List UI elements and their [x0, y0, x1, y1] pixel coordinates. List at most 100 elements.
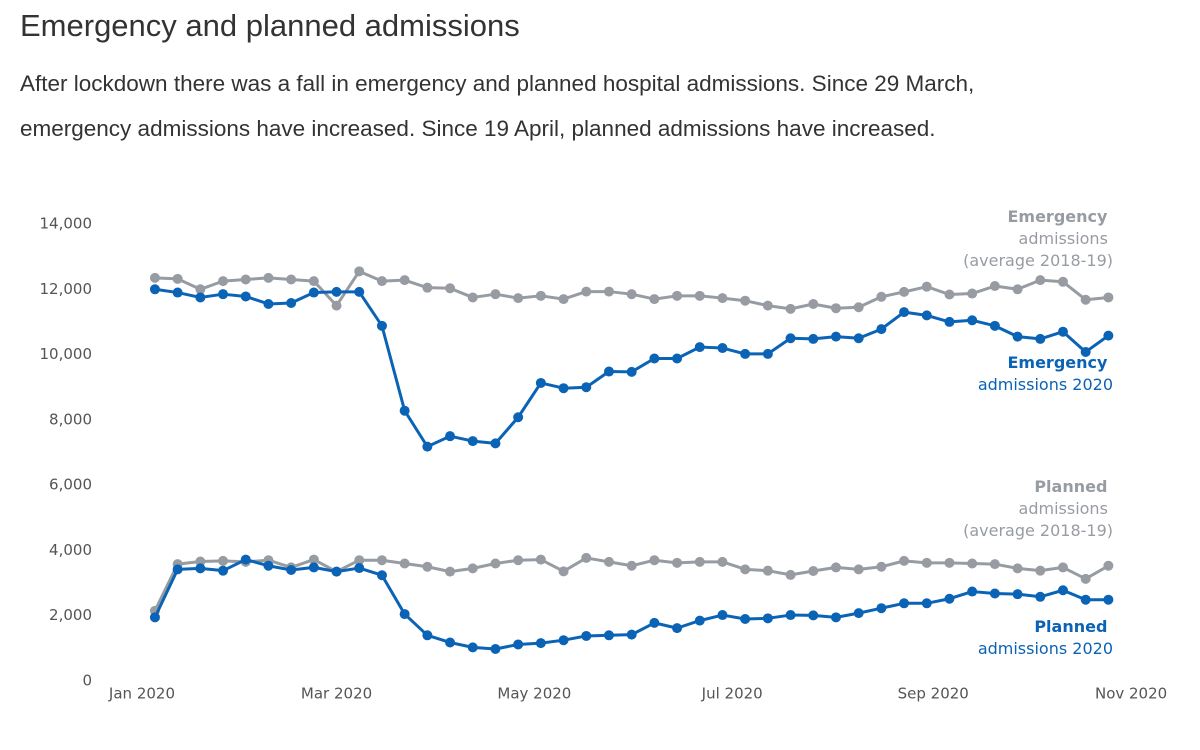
point — [853, 564, 864, 575]
point — [899, 307, 910, 318]
point — [1057, 326, 1068, 337]
point — [240, 291, 251, 302]
point — [195, 556, 206, 567]
point — [876, 291, 887, 302]
point — [535, 377, 546, 388]
point — [218, 555, 229, 566]
point — [558, 635, 569, 646]
point — [376, 320, 387, 331]
point — [1035, 275, 1046, 286]
series-label: Emergency admissions 2020 — [978, 353, 1113, 394]
x-tick-label: Mar 2020 — [301, 685, 372, 703]
point — [581, 630, 592, 641]
point — [830, 303, 841, 314]
point — [785, 333, 796, 344]
point — [218, 289, 229, 300]
point — [467, 563, 478, 574]
point — [399, 609, 410, 620]
point — [762, 565, 773, 576]
point — [830, 331, 841, 342]
point — [490, 438, 501, 449]
point — [1012, 284, 1023, 295]
point — [240, 274, 251, 285]
point — [808, 298, 819, 309]
point — [535, 638, 546, 649]
point — [717, 610, 728, 621]
point — [830, 612, 841, 623]
point — [445, 637, 456, 648]
point — [399, 558, 410, 569]
point — [785, 569, 796, 580]
point — [717, 293, 728, 304]
point — [354, 286, 365, 297]
point — [354, 563, 365, 574]
point — [672, 557, 683, 568]
point — [921, 598, 932, 609]
point — [672, 353, 683, 364]
y-tick-label: 12,000 — [40, 280, 93, 298]
point — [649, 555, 660, 566]
point — [921, 310, 932, 321]
point — [876, 603, 887, 614]
point — [899, 598, 910, 609]
point — [308, 287, 319, 298]
point — [445, 431, 456, 442]
point — [603, 556, 614, 567]
point — [331, 566, 342, 577]
point — [944, 289, 955, 300]
point — [808, 610, 819, 621]
subtitle: emergency admissions have increased. Sin… — [20, 116, 936, 141]
point — [808, 333, 819, 344]
point — [286, 565, 297, 576]
point — [195, 292, 206, 303]
point — [944, 557, 955, 568]
point — [694, 556, 705, 567]
point — [694, 342, 705, 353]
point — [172, 273, 183, 284]
point — [376, 555, 387, 566]
point — [672, 623, 683, 634]
point — [331, 286, 342, 297]
point — [490, 644, 501, 655]
point — [535, 554, 546, 565]
point — [558, 383, 569, 394]
point — [785, 610, 796, 621]
point — [876, 561, 887, 572]
point — [490, 289, 501, 300]
point — [422, 441, 433, 452]
point — [876, 324, 887, 335]
point — [581, 382, 592, 393]
point — [1057, 276, 1068, 287]
point — [467, 642, 478, 653]
y-tick-label: 4,000 — [49, 541, 92, 559]
point — [422, 630, 433, 641]
x-tick-label: Nov 2020 — [1095, 685, 1167, 703]
x-tick-label: Jan 2020 — [108, 685, 175, 703]
point — [581, 286, 592, 297]
x-tick-label: Jul 2020 — [701, 685, 763, 703]
point — [649, 294, 660, 305]
point — [921, 557, 932, 568]
point — [149, 612, 160, 623]
point — [1080, 573, 1091, 584]
point — [218, 276, 229, 287]
point — [354, 555, 365, 566]
point — [149, 284, 160, 295]
point — [195, 563, 206, 574]
point — [762, 348, 773, 359]
point — [399, 275, 410, 286]
point — [376, 276, 387, 287]
point — [1103, 560, 1114, 571]
point — [785, 303, 796, 314]
point — [535, 290, 546, 301]
point — [172, 287, 183, 298]
point — [467, 436, 478, 447]
point — [263, 298, 274, 309]
point — [989, 281, 1000, 292]
point — [263, 272, 274, 283]
point — [694, 615, 705, 626]
point — [649, 617, 660, 628]
point — [354, 266, 365, 277]
point — [944, 593, 955, 604]
